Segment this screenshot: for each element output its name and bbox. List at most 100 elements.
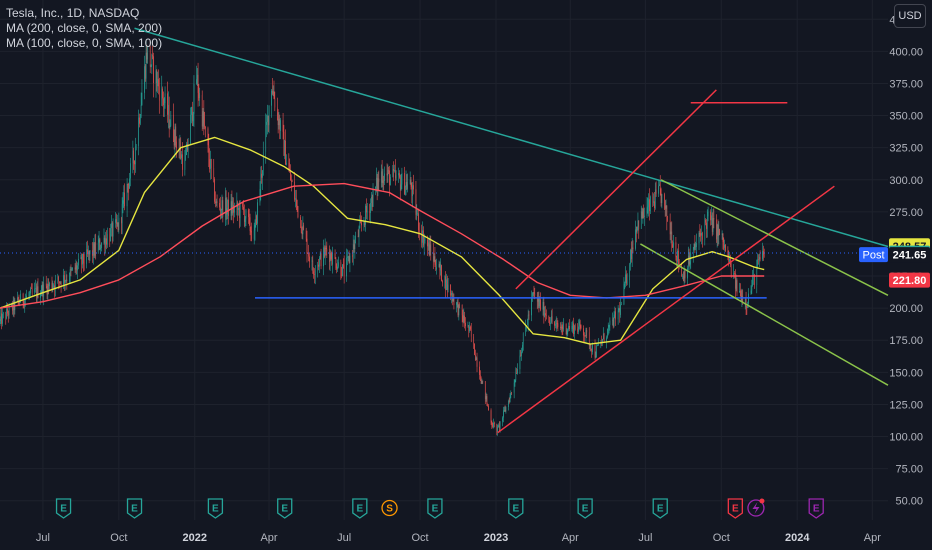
earnings-icon[interactable]: [808, 498, 824, 519]
candle-body: [243, 206, 244, 211]
y-tick-label: 50.00: [895, 496, 923, 508]
candle-body: [198, 92, 200, 99]
split-icon[interactable]: [381, 499, 398, 517]
candle-body: [278, 118, 280, 126]
candle-body: [144, 66, 145, 93]
candle-body: [609, 320, 611, 325]
candle-body: [675, 242, 677, 258]
candle-body: [135, 146, 137, 150]
candle-body: [411, 186, 413, 197]
indicator-ma100[interactable]: MA (100, close, 0, SMA, 100): [6, 36, 163, 50]
candle-body: [430, 244, 432, 252]
candle-body: [267, 115, 269, 126]
candle-body: [469, 326, 470, 331]
candle-body: [585, 330, 587, 337]
y-tick-label: 325.00: [889, 143, 923, 155]
indicator-ma200[interactable]: MA (200, close, 0, SMA, 200): [6, 21, 163, 35]
candle-body: [421, 230, 423, 243]
currency-button[interactable]: USD: [894, 4, 926, 28]
candle-body: [371, 196, 372, 204]
candle-body: [620, 304, 621, 315]
earnings-icon[interactable]: [55, 498, 72, 519]
candle-body: [58, 276, 59, 282]
green-channel-lower-line[interactable]: [640, 243, 889, 386]
candle-body: [283, 131, 285, 156]
candle-body: [132, 150, 134, 164]
candle-body: [3, 313, 4, 315]
candle-body: [267, 115, 268, 122]
earnings-icon[interactable]: [508, 498, 524, 519]
earnings-icon[interactable]: [277, 498, 293, 519]
candle-body: [554, 321, 555, 326]
earnings-icon[interactable]: [727, 498, 743, 519]
candle-body: [475, 354, 476, 361]
candle-body: [630, 249, 631, 265]
candle-body: [532, 292, 534, 296]
candle-body: [462, 315, 464, 322]
green-channel-upper-line[interactable]: [660, 179, 889, 296]
candle-body: [81, 257, 83, 265]
candle-body: [491, 422, 493, 427]
candle-body: [427, 239, 428, 247]
candle-body: [272, 91, 274, 94]
candle-body: [644, 215, 645, 217]
candle-body: [588, 332, 590, 347]
candle-body: [126, 183, 128, 207]
candle-body: [208, 145, 210, 160]
earnings-icon[interactable]: [352, 498, 368, 519]
candle-body: [324, 247, 325, 257]
earnings-letter: E: [356, 504, 363, 515]
candle-body: [546, 315, 547, 316]
candle-body: [592, 345, 593, 353]
candle-body: [393, 168, 394, 172]
candle-body: [563, 323, 564, 330]
candle-body: [106, 238, 107, 245]
earnings-icon[interactable]: [577, 498, 593, 519]
candle-body: [514, 380, 516, 383]
earnings-icon[interactable]: [427, 498, 443, 519]
candle-body: [646, 207, 648, 216]
candle-body: [641, 211, 643, 219]
candle-body: [260, 173, 262, 189]
candle-body: [480, 380, 482, 384]
candle-body: [636, 229, 637, 233]
trend-drawings[interactable]: [134, 27, 889, 434]
candle-body: [309, 256, 310, 262]
candle-body: [683, 275, 684, 282]
candle-body: [65, 279, 67, 281]
candle-body: [52, 286, 54, 289]
candle-body: [626, 280, 628, 284]
candle-body: [441, 265, 442, 281]
candle-body: [238, 207, 239, 211]
candle-body: [124, 192, 125, 207]
candle-body: [594, 345, 596, 358]
candle-body: [464, 315, 465, 323]
candle-body: [122, 200, 124, 204]
candle-body: [377, 178, 379, 190]
y-tick-label: 125.00: [889, 399, 923, 411]
teal-downtrend-line[interactable]: [134, 27, 889, 248]
candle-body: [522, 333, 524, 345]
earnings-icon[interactable]: [652, 498, 668, 519]
candle-body: [525, 326, 527, 334]
earnings-icon[interactable]: [207, 498, 224, 519]
candle-body: [407, 183, 408, 189]
candle-body: [413, 185, 414, 190]
y-tick-label: 300.00: [889, 175, 923, 187]
candle-body: [88, 251, 90, 255]
candle-body: [494, 422, 495, 424]
red-channel-lower-line[interactable]: [497, 185, 835, 434]
candle-body: [602, 338, 603, 343]
red-channel-upper-line[interactable]: [515, 89, 717, 290]
earnings-icon[interactable]: [126, 498, 143, 519]
candle-body: [418, 230, 420, 231]
candle-body: [754, 275, 755, 286]
candle-body: [86, 249, 87, 264]
candle-body: [354, 241, 356, 250]
grid-lines: [0, 0, 888, 520]
time-axis[interactable]: Jul Oct 2022 Apr Jul Oct 2023 Apr Jul Oct 2024 Apr: [36, 532, 881, 544]
symbol-title[interactable]: Tesla, Inc., 1D, NASDAQ: [6, 6, 140, 20]
candle-body: [405, 182, 407, 187]
